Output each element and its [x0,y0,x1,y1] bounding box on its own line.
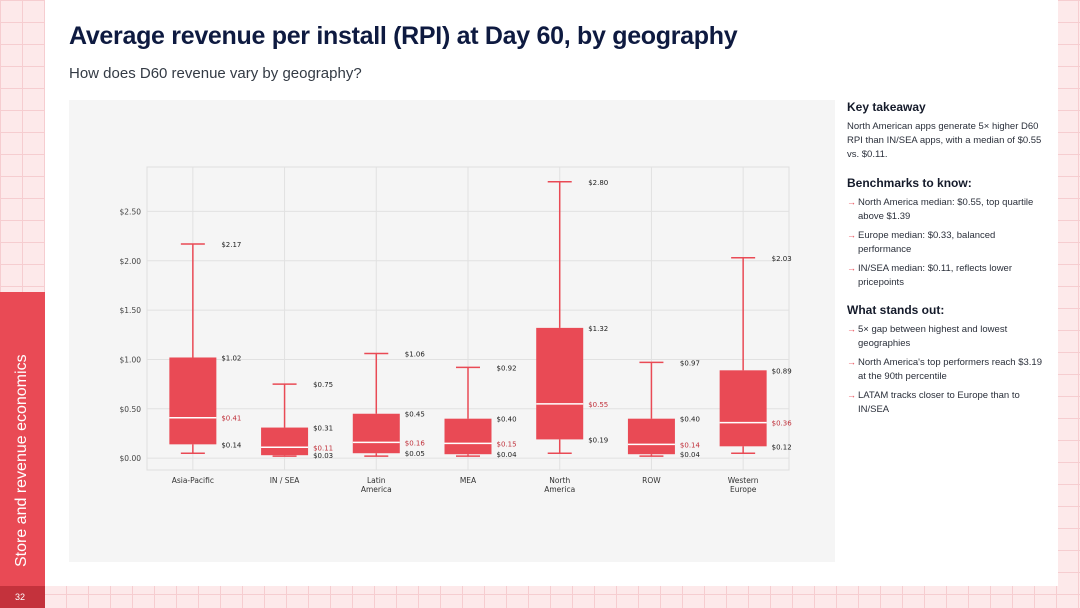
data-label-q3: $0.45 [405,411,425,419]
list-item: → IN/SEA median: $0.11, reflects lower pr… [847,262,1047,289]
x-tick-label: North [549,476,570,485]
box [719,370,767,447]
list-item: → Europe median: $0.33, balanced performa… [847,229,1047,256]
data-label-q3: $0.40 [680,416,700,424]
chart-panel: $0.00 $0.50 $1.00 $1.50 $2.00 $2.50 $2.17 $1.02… [69,100,835,562]
data-label-max: $0.92 [497,364,517,372]
data-label-q1: $0.05 [405,450,425,458]
data-label-q3: $0.31 [313,425,333,433]
page-number: 32 [15,592,26,602]
data-label-q1: $0.19 [588,436,608,444]
arrow-right-icon: → [847,263,856,273]
data-label-max: $2.03 [772,255,792,263]
page-number-box [0,586,45,608]
arrow-right-icon: → [847,197,856,207]
y-tick-label: $0.00 [120,454,142,463]
data-label-max: $0.97 [680,359,700,367]
section-band [0,292,45,586]
box [261,427,309,456]
arrow-right-icon: → [847,230,856,240]
stands-out-list: → 5× gap between highest and lowest geogr… [847,323,1047,416]
stands-out-section: What stands out: → 5× gap between highest… [847,303,1047,416]
boxplot-chart: $0.00 $0.50 $1.00 $1.50 $2.00 $2.50 $2.17 $1.02… [120,166,793,494]
data-label-max: $2.17 [221,241,241,249]
x-tick-label: Western [728,476,759,485]
x-tick-label: America [544,485,575,494]
data-label-q3: $1.02 [221,354,241,362]
data-label-median: $0.36 [772,420,793,428]
data-label-median: $0.55 [588,401,608,409]
arrow-right-icon: → [847,324,856,334]
arrow-right-icon: → [847,390,856,400]
box [444,418,492,455]
section-label: Store and revenue economics [13,354,30,567]
list-item-text: LATAM tracks closer to Europe than to IN… [858,390,1020,415]
page-subtitle: How does D60 revenue vary by geography? [69,65,362,82]
list-item-text: Europe median: $0.33, balanced performan… [858,230,996,255]
data-label-median: $0.41 [221,415,241,423]
box [627,418,675,455]
data-label-q1: $0.04 [497,451,518,459]
list-item: → North America median: $0.55, top quarti… [847,196,1047,223]
data-label-median: $0.16 [405,439,426,447]
data-label-median: $0.14 [680,441,701,449]
x-tick-label: IN / SEA [270,476,301,485]
list-item-text: IN/SEA median: $0.11, reflects lower pri… [858,263,1013,288]
key-takeaway-text: North American apps generate 5× higher D… [847,121,1042,160]
box [536,327,584,440]
data-label-max: $0.75 [313,381,333,389]
data-label-max: $2.80 [588,179,608,187]
data-label-q1: $0.14 [221,441,242,449]
data-label-q1: $0.04 [680,451,701,459]
data-label-q3: $1.32 [588,325,608,333]
benchmarks-section: Benchmarks to know: → North America media… [847,176,1047,289]
y-tick-label: $2.00 [120,257,142,266]
data-label-q1: $0.12 [772,443,792,451]
key-takeaway-section: Key takeaway North American apps generat… [847,100,1047,162]
key-takeaway-heading: Key takeaway [847,100,926,114]
list-item: → North America's top performers reach $3… [847,356,1047,383]
list-item: → LATAM tracks closer to Europe than to I… [847,389,1047,416]
x-tick-label: ROW [642,476,661,485]
y-tick-label: $2.50 [120,207,142,216]
y-tick-label: $1.00 [120,355,142,364]
list-item-text: North America's top performers reach $3.… [858,357,1042,382]
y-tick-label: $1.50 [120,306,142,315]
data-label-q3: $0.89 [772,367,792,375]
x-tick-label: MEA [460,476,477,485]
benchmarks-heading: Benchmarks to know: [847,176,972,190]
stands-out-heading: What stands out: [847,303,945,317]
data-label-q1: $0.03 [313,452,333,460]
box [169,357,217,445]
list-item-text: North America median: $0.55, top quartil… [858,197,1034,222]
arrow-right-icon: → [847,357,856,367]
takeaways-panel: Key takeaway North American apps generat… [847,100,1047,422]
data-label-median: $0.11 [313,444,333,452]
benchmarks-list: → North America median: $0.55, top quarti… [847,196,1047,289]
list-item-text: 5× gap between highest and lowest geogra… [858,324,1008,349]
data-label-q3: $0.40 [497,416,517,424]
y-tick-label: $0.50 [120,405,142,414]
page-title: Average revenue per install (RPI) at Day… [69,22,738,50]
box [352,413,400,454]
x-tick-label: Asia-Pacific [172,476,214,485]
x-tick-label: Latin [367,476,386,485]
data-label-median: $0.15 [497,440,517,448]
x-tick-label: Europe [730,485,757,494]
x-tick-label: America [361,485,392,494]
data-label-max: $1.06 [405,351,426,359]
list-item: → 5× gap between highest and lowest geogr… [847,323,1047,350]
